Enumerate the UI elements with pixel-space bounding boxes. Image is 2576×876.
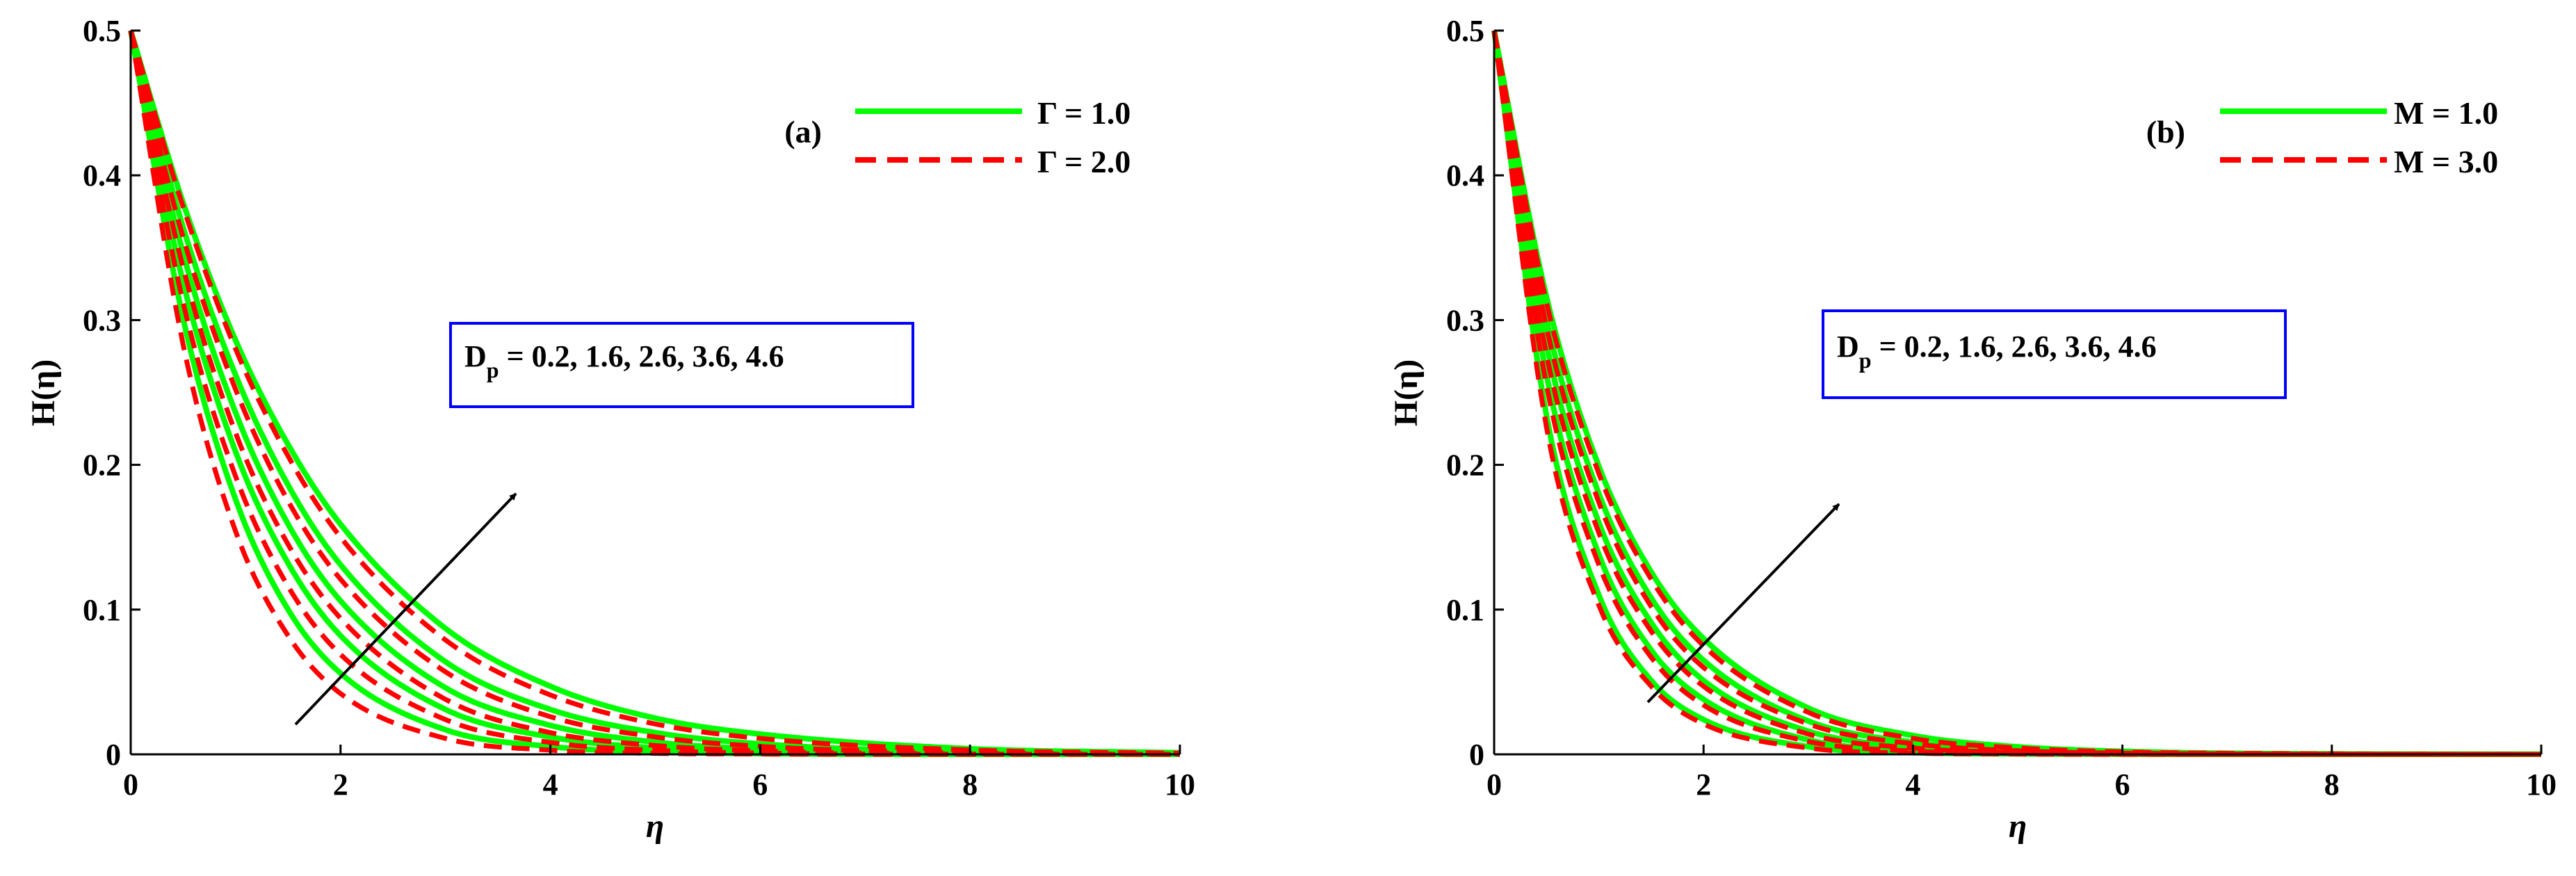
- series-line-dashed: [128, 30, 1180, 757]
- ticks-group: 0 2 4 6 8 10 0 0.1 0.2 0.3 0.4 0.5: [83, 14, 1195, 802]
- panel-label: (a): [784, 114, 822, 149]
- y-tick-label: 0.5: [83, 14, 121, 48]
- x-tick-label: 6: [752, 768, 768, 802]
- y-tick-label: 0: [106, 738, 121, 772]
- y-tick-label: 0.4: [1446, 159, 1484, 193]
- chart-panel-a: 0 2 4 6 8 10 0 0.1 0.2 0.3 0.4 0.5 η H(η) (a) Γ = 1…: [25, 14, 1195, 845]
- y-axis-title: H(η): [1388, 359, 1425, 427]
- annotation-text: Dp = 0.2, 1.6, 2.6, 3.6, 4.6: [464, 339, 784, 382]
- y-tick-label: 0.3: [1446, 303, 1484, 337]
- x-tick-label: 10: [2526, 768, 2557, 802]
- y-tick-label: 0.2: [1446, 448, 1484, 482]
- x-axis-title: η: [646, 808, 664, 845]
- ticks-group: 0 2 4 6 8 10 0 0.1 0.2 0.3 0.4 0.5: [1446, 14, 2557, 802]
- legend-label: Γ = 2.0: [1037, 144, 1131, 179]
- y-tick-label: 0.4: [83, 159, 121, 193]
- y-tick-label: 0.5: [1446, 14, 1484, 48]
- annotation-main: D: [464, 339, 487, 373]
- annotation-border: [449, 322, 914, 408]
- legend-label: M = 1.0: [2394, 95, 2498, 131]
- axes: [129, 31, 1180, 756]
- x-tick-label: 4: [543, 768, 558, 802]
- series-line-solid: [128, 29, 1181, 756]
- legend: Γ = 1.0 Γ = 2.0: [855, 95, 1131, 179]
- legend-label: Γ = 1.0: [1037, 95, 1131, 131]
- x-tick-label: 8: [962, 768, 978, 802]
- panel-label: (b): [2146, 114, 2185, 149]
- x-tick-label: 6: [2115, 768, 2130, 802]
- legend-label: M = 3.0: [2394, 144, 2498, 179]
- annotation-rest: = 0.2, 1.6, 2.6, 3.6, 4.6: [1872, 330, 2157, 364]
- series-line-dashed: [1491, 30, 2541, 757]
- annotation-box: Dp = 0.2, 1.6, 2.6, 3.6, 4.6: [449, 322, 914, 408]
- x-axis-title: η: [2009, 808, 2027, 845]
- annotation-subscript: p: [487, 357, 499, 382]
- y-axis-title: H(η): [25, 359, 62, 427]
- y-tick-label: 0.3: [83, 303, 121, 337]
- trend-arrow: [294, 492, 517, 726]
- series-line-dashed: [128, 30, 1181, 756]
- x-tick-label: 4: [1905, 768, 1920, 802]
- x-tick-label: 8: [2324, 768, 2340, 802]
- legend: M = 1.0 M = 3.0: [2220, 95, 2498, 179]
- annotation-rest: = 0.2, 1.6, 2.6, 3.6, 4.6: [499, 339, 784, 373]
- annotation-main: D: [1837, 330, 1859, 364]
- annotation-subscript: p: [1859, 348, 1872, 373]
- y-tick-label: 0: [1469, 738, 1484, 772]
- series-line-dashed: [128, 30, 1180, 757]
- annotation-text: Dp = 0.2, 1.6, 2.6, 3.6, 4.6: [1837, 330, 2157, 373]
- x-tick-label: 0: [123, 768, 138, 802]
- x-tick-label: 10: [1165, 768, 1195, 802]
- y-tick-label: 0.1: [83, 593, 121, 627]
- axes: [1493, 31, 2541, 756]
- x-tick-label: 2: [333, 768, 348, 802]
- x-tick-label: 2: [1696, 768, 1711, 802]
- chart-panel-b: 0 2 4 6 8 10 0 0.1 0.2 0.3 0.4 0.5 η H(η) (b) M = 1…: [1388, 14, 2557, 845]
- x-tick-label: 0: [1487, 768, 1502, 802]
- y-tick-label: 0.2: [83, 448, 121, 482]
- series-line-dashed: [128, 30, 1181, 757]
- annotation-border: [1822, 309, 2287, 399]
- trend-arrow: [1646, 503, 1840, 704]
- annotation-box: Dp = 0.2, 1.6, 2.6, 3.6, 4.6: [1822, 309, 2287, 399]
- y-tick-label: 0.1: [1446, 593, 1484, 627]
